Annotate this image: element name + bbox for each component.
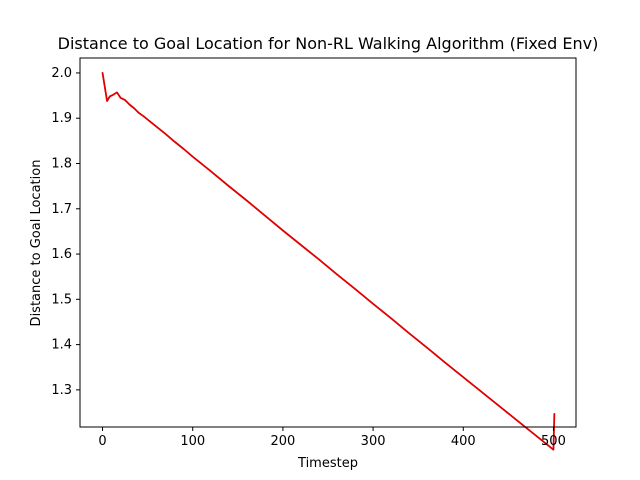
y-tick-label: 1.9 bbox=[51, 111, 72, 126]
y-tick-label: 1.4 bbox=[51, 338, 72, 353]
y-tick-label: 1.5 bbox=[51, 292, 72, 307]
x-tick-label: 300 bbox=[361, 434, 386, 449]
x-tick-label: 500 bbox=[541, 434, 566, 449]
chart-title: Distance to Goal Location for Non-RL Wal… bbox=[58, 34, 599, 53]
y-tick-label: 1.3 bbox=[51, 383, 72, 398]
x-tick-label: 200 bbox=[270, 434, 295, 449]
y-tick-label: 1.7 bbox=[51, 202, 72, 217]
plot-frame bbox=[79, 57, 577, 428]
y-tick-label: 1.6 bbox=[51, 247, 72, 262]
x-tick-label: 400 bbox=[451, 434, 476, 449]
y-axis-label: Distance to Goal Location bbox=[29, 160, 44, 327]
y-tick-label: 2.0 bbox=[51, 66, 72, 81]
x-tick-label: 0 bbox=[98, 434, 106, 449]
series-line-0 bbox=[101, 72, 556, 451]
y-tick-label: 1.8 bbox=[51, 156, 72, 171]
x-axis-label: Timestep bbox=[297, 456, 358, 471]
x-tick-label: 100 bbox=[180, 434, 205, 449]
plot-area: 0 100 200 300 400 500 1.3 1.4 1.5 1.6 1.7 1.8 1.9 2.0 bbox=[51, 57, 577, 451]
